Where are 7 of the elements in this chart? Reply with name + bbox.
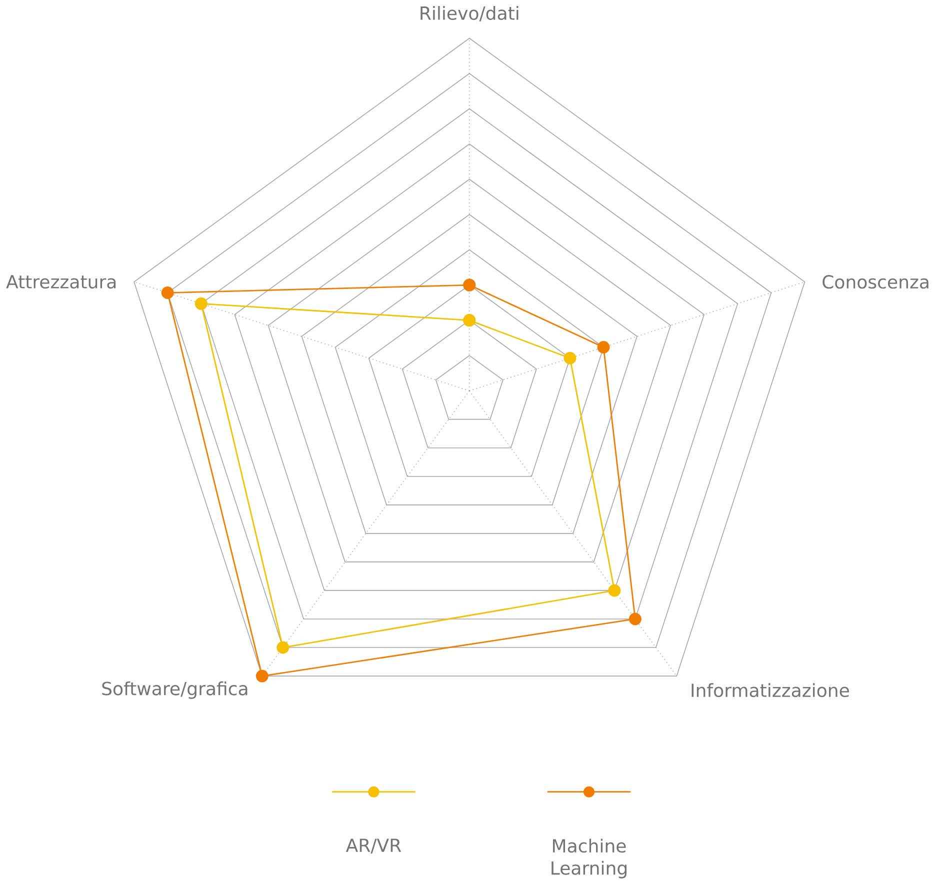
spoke-label: Rilievo/dati: [420, 6, 518, 22]
spoke-label: Attrezzatura: [6, 275, 116, 288]
spoke-label: Software/grafica: [102, 681, 248, 699]
spoke-label: Informatizzazione: [692, 682, 849, 697]
spoke-label: Conoscenza: [822, 274, 928, 289]
text: Machine Learning: [552, 838, 626, 878]
text: AR/VR: [346, 838, 402, 854]
